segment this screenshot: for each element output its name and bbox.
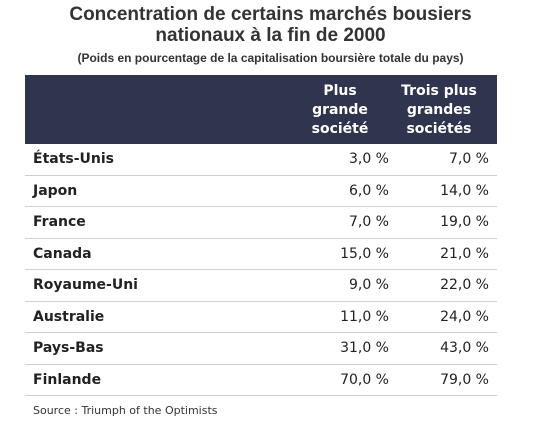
largest-company-value: 31,0 % bbox=[340, 340, 389, 357]
largest-company-value: 15,0 % bbox=[340, 245, 389, 262]
table-row: France 7,0 % 19,0 % bbox=[25, 207, 497, 239]
largest-company-value: 7,0 % bbox=[348, 214, 389, 231]
three-largest-value: 7,0 % bbox=[448, 151, 489, 168]
country-name: Japon bbox=[33, 182, 78, 199]
largest-company-value: 11,0 % bbox=[340, 308, 389, 325]
three-largest-value: 14,0 % bbox=[440, 182, 489, 199]
table-row: Finlande 70,0 % 79,0 % bbox=[25, 365, 497, 396]
header-col1-line: Plus bbox=[323, 83, 357, 99]
header-col2-line: grandes bbox=[406, 102, 472, 118]
header-col1-line: société bbox=[311, 121, 369, 137]
table-header: Plus grande société Trois plus grandes s… bbox=[25, 75, 497, 144]
three-largest-value: 43,0 % bbox=[440, 340, 489, 357]
table-body: États-Unis 3,0 % 7,0 % Japon 6,0 % 14,0 … bbox=[25, 144, 497, 396]
country-name: Pays-Bas bbox=[33, 340, 104, 357]
country-name: Canada bbox=[33, 245, 92, 262]
largest-company-value: 6,0 % bbox=[348, 182, 389, 199]
header-three-largest-companies: Trois plus grandes sociétés bbox=[389, 82, 489, 139]
table-row: Royaume-Uni 9,0 % 22,0 % bbox=[25, 270, 497, 302]
three-largest-value: 22,0 % bbox=[440, 277, 489, 294]
country-name: France bbox=[33, 214, 86, 231]
three-largest-value: 21,0 % bbox=[440, 245, 489, 262]
largest-company-value: 3,0 % bbox=[348, 151, 389, 168]
table-row: États-Unis 3,0 % 7,0 % bbox=[25, 144, 497, 176]
title-line-2: nationaux à la fin de 2000 bbox=[155, 25, 386, 46]
subtitle: (Poids en pourcentage de la capitalisati… bbox=[77, 51, 464, 65]
table-row: Australie 11,0 % 24,0 % bbox=[25, 302, 497, 333]
header-largest-company: Plus grande société bbox=[310, 82, 370, 139]
page-title: Concentration de certains marchés bousie… bbox=[0, 4, 541, 46]
country-name: Finlande bbox=[33, 371, 102, 388]
table-row: Pays-Bas 31,0 % 43,0 % bbox=[25, 333, 497, 365]
largest-company-value: 70,0 % bbox=[340, 371, 389, 388]
data-table: Plus grande société Trois plus grandes s… bbox=[25, 75, 497, 396]
country-name: Royaume-Uni bbox=[33, 277, 138, 294]
header-col1-line: grande bbox=[312, 102, 368, 118]
title-line-1: Concentration de certains marchés bousie… bbox=[69, 4, 472, 25]
largest-company-value: 9,0 % bbox=[348, 277, 389, 294]
three-largest-value: 79,0 % bbox=[440, 371, 489, 388]
country-name: Australie bbox=[33, 308, 105, 325]
table-row: Canada 15,0 % 21,0 % bbox=[25, 239, 497, 270]
table-row: Japon 6,0 % 14,0 % bbox=[25, 176, 497, 207]
three-largest-value: 24,0 % bbox=[440, 308, 489, 325]
country-name: États-Unis bbox=[33, 151, 115, 168]
source-note: Source : Triumph of the Optimists bbox=[33, 404, 218, 417]
header-col2-line: Trois plus bbox=[401, 83, 477, 99]
header-col2-line: sociétés bbox=[406, 121, 472, 137]
three-largest-value: 19,0 % bbox=[440, 214, 489, 231]
